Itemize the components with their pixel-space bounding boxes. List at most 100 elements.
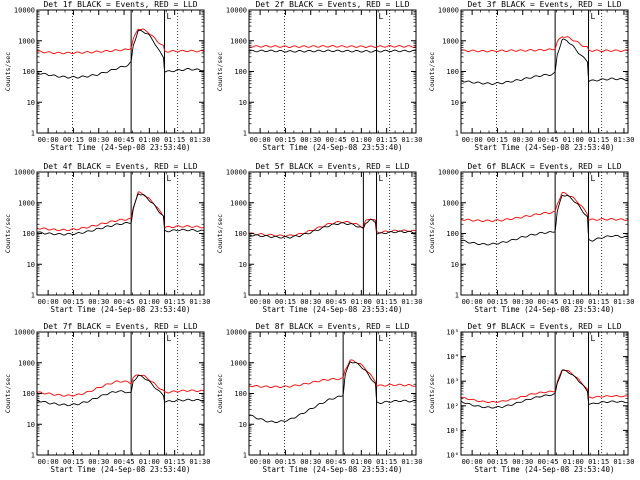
x-tick-label: 01:30 (613, 298, 634, 306)
y-tick-label: 1 (455, 130, 459, 138)
x-tick-label: 00:45 (114, 458, 135, 466)
marker-annotation: L (591, 12, 596, 21)
x-tick-label: 00:15 (63, 458, 84, 466)
series-lld-line (248, 359, 417, 389)
x-tick-label: 01:30 (401, 136, 422, 144)
y-tick-label: 10 (451, 261, 459, 269)
panel-title: Det 9f BLACK = Events, RED = LLD (467, 322, 621, 331)
x-tick-label: 01:30 (189, 136, 210, 144)
x-tick-label: 00:15 (63, 136, 84, 144)
x-tick-label: 00:00 (38, 298, 59, 306)
detector-panel-3: Det 3f BLACK = Events, RED = LLD Counts/s… (428, 0, 634, 152)
x-tick-label: 01:00 (139, 458, 160, 466)
x-tick-label: 01:15 (376, 298, 397, 306)
x-tick-label: 01:15 (588, 136, 609, 144)
x-axis-label: Start Time (24-Sep-08 23:53:40) (51, 143, 191, 152)
y-tick-label: 10¹ (446, 427, 459, 435)
x-tick-label: 00:00 (250, 458, 271, 466)
x-tick-label: 00:15 (487, 458, 508, 466)
y-tick-label: 100 (446, 230, 459, 238)
series-events-line (36, 193, 205, 236)
x-tick-label: 00:00 (250, 136, 271, 144)
x-tick-label: 00:15 (275, 298, 296, 306)
x-axis-label: Start Time (24-Sep-08 23:53:40) (263, 143, 403, 152)
x-tick-label: 00:30 (88, 136, 109, 144)
x-tick-label: 00:15 (275, 136, 296, 144)
series-events-line (248, 218, 417, 239)
x-tick-label: 00:30 (512, 298, 533, 306)
panel-title: Det 2f BLACK = Events, RED = LLD (255, 0, 409, 9)
x-tick-label: 01:15 (164, 136, 185, 144)
x-tick-label: 01:30 (189, 458, 210, 466)
x-tick-label: 01:15 (376, 458, 397, 466)
x-tick-label: 00:15 (487, 136, 508, 144)
panel-title: Det 1f BLACK = Events, RED = LLD (43, 0, 197, 9)
y-tick-label: 1000 (18, 199, 35, 207)
x-tick-label: 00:00 (462, 298, 483, 306)
y-tick-label: 1000 (18, 359, 35, 367)
x-tick-label: 01:30 (189, 298, 210, 306)
y-tick-label: 1 (455, 292, 459, 300)
y-tick-label: 1000 (442, 199, 459, 207)
plot-frame (460, 331, 629, 456)
x-tick-label: 01:15 (164, 298, 185, 306)
x-tick-label: 01:15 (588, 298, 609, 306)
x-tick-label: 00:30 (88, 298, 109, 306)
x-tick-label: 01:00 (563, 136, 584, 144)
x-tick-label: 00:45 (538, 458, 559, 466)
y-tick-label: 10000 (14, 329, 35, 337)
panel-title: Det 7f BLACK = Events, RED = LLD (43, 322, 197, 331)
marker-annotation: L (591, 174, 596, 183)
detector-panel-5: Det 5f BLACK = Events, RED = LLD Counts/s… (216, 162, 422, 314)
x-tick-label: 00:45 (114, 298, 135, 306)
y-tick-label: 10000 (438, 169, 459, 177)
x-axis-label: Start Time (24-Sep-08 23:53:40) (51, 305, 191, 314)
marker-annotation: L (379, 174, 384, 183)
y-axis-label: Counts/sec (216, 214, 224, 253)
x-tick-label: 01:00 (351, 298, 372, 306)
x-tick-label: 00:15 (275, 458, 296, 466)
x-tick-label: 00:00 (462, 458, 483, 466)
y-tick-label: 1 (243, 130, 247, 138)
y-tick-label: 1000 (18, 37, 35, 45)
x-tick-label: 01:00 (351, 136, 372, 144)
x-tick-label: 00:15 (63, 298, 84, 306)
detector-panel-9: Det 9f BLACK = Events, RED = LLD Counts/s… (428, 322, 634, 474)
x-axis-label: Start Time (24-Sep-08 23:53:40) (475, 305, 615, 314)
x-tick-label: 01:00 (351, 458, 372, 466)
y-axis-label: Counts/sec (428, 52, 436, 91)
y-tick-label: 1000 (230, 359, 247, 367)
x-tick-label: 00:30 (512, 136, 533, 144)
y-tick-label: 10 (27, 261, 35, 269)
y-tick-label: 10 (239, 99, 247, 107)
y-tick-label: 100 (22, 68, 35, 76)
y-tick-label: 10⁵ (446, 329, 459, 337)
y-tick-label: 100 (234, 390, 247, 398)
y-tick-label: 10 (239, 261, 247, 269)
x-tick-label: 01:30 (613, 458, 634, 466)
panel-title: Det 8f BLACK = Events, RED = LLD (255, 322, 409, 331)
x-axis-label: Start Time (24-Sep-08 23:53:40) (263, 465, 403, 474)
series-lld-line (36, 28, 205, 55)
marker-annotation: L (379, 12, 384, 21)
y-tick-label: 10000 (14, 169, 35, 177)
series-lld-line (460, 191, 629, 222)
y-tick-label: 10 (239, 421, 247, 429)
x-tick-label: 01:30 (401, 298, 422, 306)
series-events-line (460, 369, 629, 409)
y-tick-label: 10000 (438, 7, 459, 15)
x-axis-label: Start Time (24-Sep-08 23:53:40) (51, 465, 191, 474)
x-tick-label: 01:00 (563, 458, 584, 466)
detector-panel-8: Det 8f BLACK = Events, RED = LLD Counts/s… (216, 322, 422, 474)
marker-annotation: L (167, 12, 172, 21)
x-tick-label: 01:00 (563, 298, 584, 306)
marker-annotation: L (167, 334, 172, 343)
panel-title: Det 5f BLACK = Events, RED = LLD (255, 162, 409, 171)
x-axis-label: Start Time (24-Sep-08 23:53:40) (263, 305, 403, 314)
series-events-line (248, 49, 417, 53)
marker-annotation: L (591, 334, 596, 343)
x-tick-label: 00:30 (300, 136, 321, 144)
y-tick-label: 1000 (230, 199, 247, 207)
